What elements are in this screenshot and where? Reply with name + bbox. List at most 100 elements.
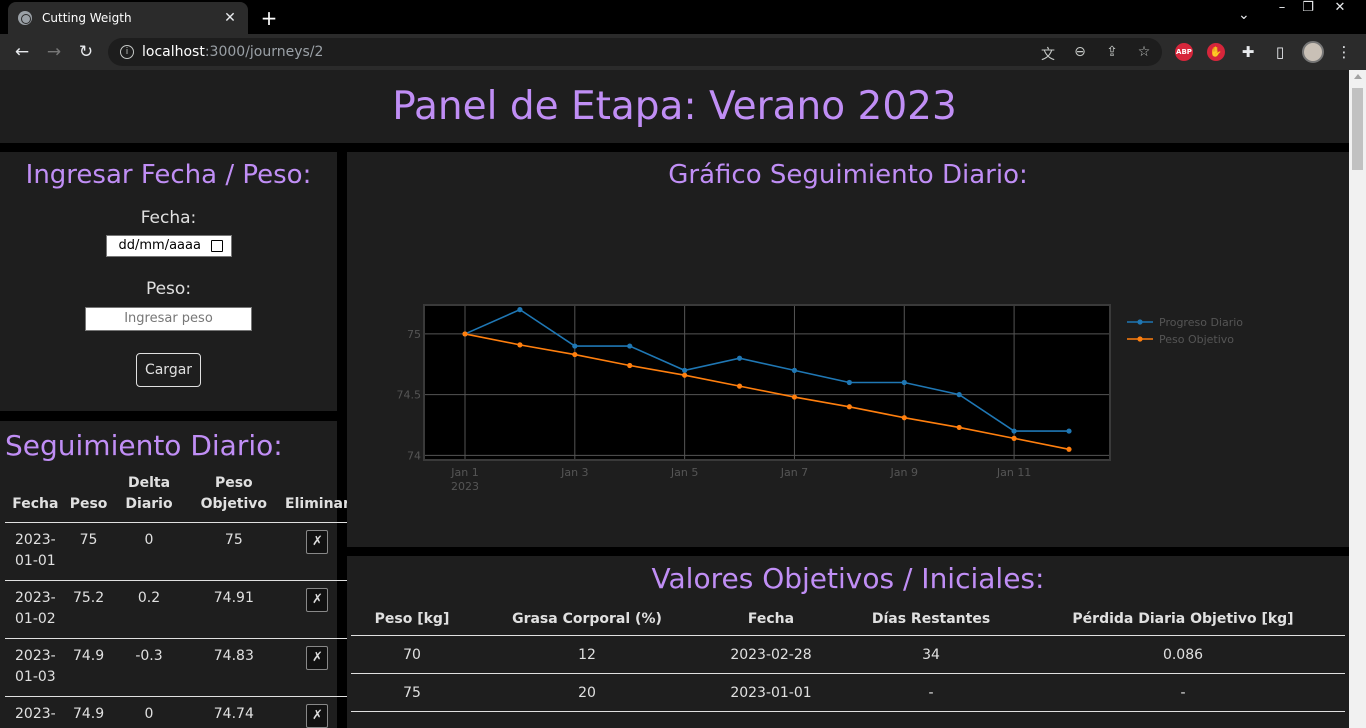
page-viewport: Panel de Etapa: Verano 2023 Ingresar Fec… <box>0 70 1349 728</box>
valores-title: Valores Objetivos / Iniciales: <box>651 562 1045 595</box>
hand-stop-icon[interactable]: ✋ <box>1207 43 1225 61</box>
data-point <box>627 343 633 349</box>
zoom-icon[interactable]: ⊖ <box>1074 44 1086 60</box>
input-panel: Ingresar Fecha / Peso: Fecha: dd/mm/aaaa… <box>0 152 337 411</box>
reload-icon[interactable]: ↻ <box>78 42 94 62</box>
legend-marker <box>1137 319 1143 325</box>
cargar-button[interactable]: Cargar <box>136 352 201 387</box>
input-panel-title: Ingresar Fecha / Peso: <box>25 160 312 190</box>
scroll-up-arrow-icon[interactable] <box>1354 74 1362 79</box>
legend-label: Peso Objetivo <box>1159 333 1234 346</box>
vertical-scrollbar[interactable] <box>1349 70 1366 728</box>
cell-peso: 75 <box>351 673 473 712</box>
delete-row-button[interactable]: ✗ <box>306 646 329 670</box>
kebab-menu-icon[interactable]: ⋮ <box>1336 43 1352 61</box>
cell-dias: 34 <box>841 635 1021 674</box>
fecha-placeholder: dd/mm/aaaa <box>118 238 201 253</box>
back-icon[interactable]: ← <box>14 42 30 62</box>
cell-objetivo: 74.91 <box>186 580 282 639</box>
fecha-input[interactable]: dd/mm/aaaa <box>105 234 232 257</box>
translate-icon[interactable]: 文 <box>1041 47 1055 63</box>
data-point <box>736 383 743 389</box>
col-perdida: Pérdida Diaria Objetivo [kg] <box>1021 608 1345 636</box>
col-fecha: Fecha <box>701 608 841 636</box>
share-icon[interactable]: ⇪ <box>1106 44 1118 60</box>
bookmark-star-icon[interactable]: ☆ <box>1137 44 1151 60</box>
delete-row-button[interactable]: ✗ <box>306 588 329 612</box>
data-point <box>791 367 798 373</box>
cell-eliminar: ✗ <box>281 580 354 639</box>
seguimiento-title: Seguimiento Diario: <box>5 429 283 462</box>
cell-peso: 74.9 <box>65 638 112 697</box>
cell-peso: 74.9 <box>65 696 112 728</box>
page-title: Panel de Etapa: Verano 2023 <box>392 84 957 129</box>
address-bar[interactable]: i localhost:3000/journeys/2 <box>108 38 1162 66</box>
col-delta: Delta Diario <box>111 473 187 523</box>
x-tick-label: Jan 1 <box>450 466 478 479</box>
data-point <box>682 372 688 378</box>
profile-avatar[interactable] <box>1302 41 1324 63</box>
y-tick-label: 75 <box>407 328 421 341</box>
extensions-puzzle-icon[interactable]: ✚ <box>1241 43 1255 61</box>
scrollbar-thumb[interactable] <box>1352 88 1363 170</box>
url-path: :3000/journeys/2 <box>204 44 324 60</box>
table-row: 70 12 2023-02-28 34 0.086 <box>351 635 1345 674</box>
browser-tab[interactable]: Cutting Weigth ✕ <box>8 2 248 34</box>
data-point <box>1011 428 1017 434</box>
close-tab-icon[interactable]: ✕ <box>224 10 236 26</box>
restore-icon[interactable]: ❐ <box>1302 0 1314 15</box>
plot-area <box>425 306 1109 459</box>
valores-table: Peso [kg] Grasa Corporal (%) Fecha Días … <box>351 608 1345 712</box>
close-window-icon[interactable]: ✕ <box>1334 0 1346 15</box>
page-header: Panel de Etapa: Verano 2023 <box>0 70 1349 143</box>
new-tab-button[interactable]: + <box>260 6 278 30</box>
forward-icon[interactable]: → <box>46 42 62 62</box>
tab-search-chevron-icon[interactable]: ⌄ <box>1238 7 1250 23</box>
valores-panel: Valores Objetivos / Iniciales: Peso [kg]… <box>347 556 1349 728</box>
data-point <box>846 404 852 410</box>
y-tick-label: 74 <box>407 449 421 462</box>
delete-row-button[interactable]: ✗ <box>306 704 329 728</box>
data-point <box>682 367 688 373</box>
x-tick-label: Jan 9 <box>890 466 918 479</box>
cell-fecha: 2023-01-01 <box>701 673 841 712</box>
delete-row-button[interactable]: ✗ <box>306 530 329 554</box>
table-row: 2023-01-03 74.9 -0.3 74.83 ✗ <box>5 638 354 697</box>
cell-peso: 75.2 <box>65 580 112 639</box>
data-point <box>572 343 578 349</box>
cell-delta: -0.3 <box>111 638 187 697</box>
cell-objetivo: 74.83 <box>186 638 282 697</box>
url-host: localhost <box>142 44 205 60</box>
x-tick-year-label: 2023 <box>451 480 479 493</box>
col-peso: Peso <box>65 473 112 523</box>
cell-objetivo: 74.74 <box>186 696 282 728</box>
adblock-plus-icon[interactable]: ABP <box>1175 43 1193 61</box>
chart-title: Gráfico Seguimiento Diario: <box>668 160 1028 190</box>
x-tick-label: Jan 11 <box>996 466 1031 479</box>
col-dias: Días Restantes <box>841 608 1021 636</box>
data-point <box>572 351 578 358</box>
data-point <box>846 379 852 386</box>
data-point <box>1011 435 1017 441</box>
cell-fecha: 2023-02-28 <box>701 635 841 674</box>
data-point <box>517 342 523 348</box>
table-row: 75 20 2023-01-01 - - <box>351 673 1345 712</box>
data-point <box>901 379 907 386</box>
table-row: 2023-01-02 75.2 0.2 74.91 ✗ <box>5 580 354 639</box>
site-info-icon[interactable]: i <box>120 45 134 59</box>
x-tick-label: Jan 3 <box>560 466 588 479</box>
line-chart: Jan 1 Jan 3 Jan 5 Jan 7 Jan 9 Jan 11 2023 75 74.… <box>397 304 1243 493</box>
cell-eliminar: ✗ <box>281 696 354 728</box>
tab-title: Cutting Weigth <box>42 11 132 25</box>
cell-delta: 0 <box>111 522 187 581</box>
cell-fecha: 2023-01-04 <box>5 696 66 728</box>
cell-grasa: 20 <box>473 673 701 712</box>
peso-label: Peso: <box>145 278 192 299</box>
series-line <box>464 333 1070 451</box>
minimize-icon[interactable]: – <box>1278 0 1286 15</box>
col-fecha: Fecha <box>5 473 66 523</box>
calendar-icon[interactable] <box>210 239 223 252</box>
side-panel-icon[interactable]: ▯ <box>1275 43 1285 61</box>
cell-fecha: 2023-01-02 <box>5 580 66 639</box>
peso-input[interactable]: Ingresar peso <box>85 306 252 331</box>
